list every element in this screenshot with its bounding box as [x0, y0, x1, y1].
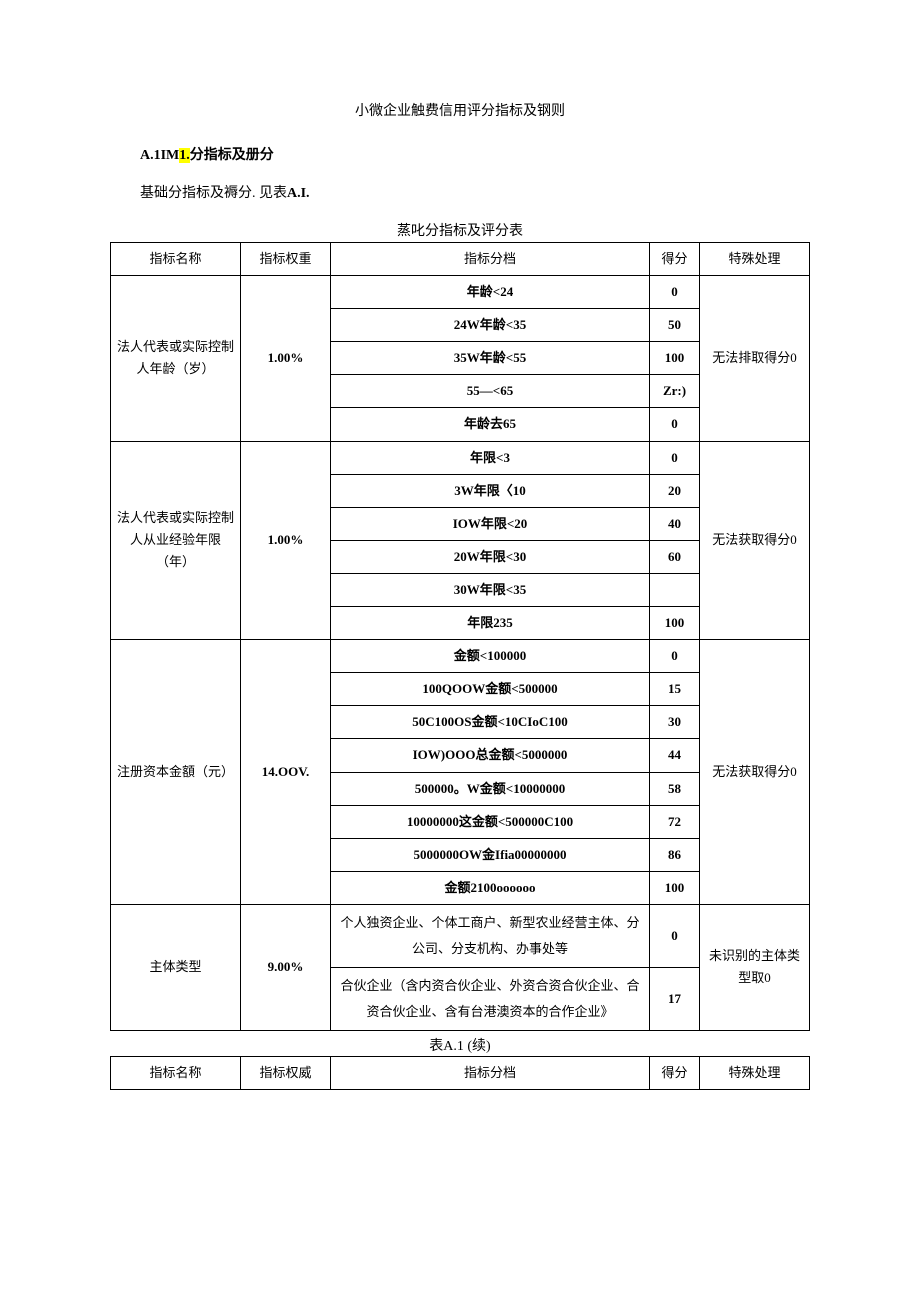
cell-score: 0 — [650, 408, 700, 441]
cell-score: 100 — [650, 342, 700, 375]
cell-tier: IOW)OOO总金额<5000000 — [331, 739, 650, 772]
cell-score: 0 — [650, 640, 700, 673]
cell-tier: 100QOOW金额<500000 — [331, 673, 650, 706]
cell-tier: 年龄<24 — [331, 276, 650, 309]
cell-tier: 10000000这金额<500000C100 — [331, 805, 650, 838]
cell-score: 0 — [650, 441, 700, 474]
cell-score: 17 — [650, 967, 700, 1030]
th-name: 指标名称 — [111, 243, 241, 276]
cell-weight: 9.00% — [241, 904, 331, 1030]
cell-tier: 5000000OW金Ifia00000000 — [331, 838, 650, 871]
cell-score: 58 — [650, 772, 700, 805]
section-label-highlight: 1. — [179, 148, 190, 163]
th-weight: 指标权威 — [241, 1056, 331, 1089]
cell-tier: 个人独资企业、个体工商户、新型农业经营主体、分公司、分支机构、办事处等 — [331, 904, 650, 967]
section-label-prefix: A.1IM — [140, 148, 179, 163]
cell-tier: 合伙企业（含内资合伙企业、外资合资合伙企业、合资合伙企业、含有台港澳资本的合作企… — [331, 967, 650, 1030]
cell-special: 无法获取得分0 — [700, 441, 810, 640]
cell-weight: 1.00% — [241, 276, 331, 441]
cell-tier: 金额<100000 — [331, 640, 650, 673]
cell-indicator-name: 注册资本金額（元） — [111, 640, 241, 905]
cell-score: 86 — [650, 838, 700, 871]
cell-score: 100 — [650, 871, 700, 904]
cell-tier: 年龄去65 — [331, 408, 650, 441]
scoring-table: 指标名称 指标权重 指标分档 得分 特殊处理 法人代表或实际控制人年龄（岁）1.… — [110, 242, 810, 1031]
th-tier: 指标分档 — [331, 1056, 650, 1089]
cell-score: 0 — [650, 904, 700, 967]
table-row: 主体类型9.00%个人独资企业、个体工商户、新型农业经营主体、分公司、分支机构、… — [111, 904, 810, 967]
cell-score — [650, 573, 700, 606]
cell-score: 100 — [650, 607, 700, 640]
cell-score: 0 — [650, 276, 700, 309]
cell-tier: 50C100OS金额<10CIoC100 — [331, 706, 650, 739]
scoring-table-cont: 指标名称 指标权威 指标分档 得分 特殊处理 — [110, 1056, 810, 1090]
section-heading: A.1IM1.分指标及册分 — [140, 144, 810, 164]
section-label-suffix: 分指标及册分 — [190, 148, 274, 163]
th-score: 得分 — [650, 243, 700, 276]
cell-indicator-name: 法人代表或实际控制人从业经验年限（年） — [111, 441, 241, 640]
cell-score: 40 — [650, 507, 700, 540]
cell-tier: 年限<3 — [331, 441, 650, 474]
para-text-b: A.I. — [287, 186, 310, 201]
cell-tier: 20W年限<30 — [331, 540, 650, 573]
cell-tier: 30W年限<35 — [331, 573, 650, 606]
cell-weight: 14.OOV. — [241, 640, 331, 905]
cell-score: 60 — [650, 540, 700, 573]
cell-special: 未识别的主体类型取0 — [700, 904, 810, 1030]
table-header-row: 指标名称 指标权重 指标分档 得分 特殊处理 — [111, 243, 810, 276]
table-row: 法人代表或实际控制人年龄（岁）1.00%年龄<240无法排取得分0 — [111, 276, 810, 309]
cell-score: 15 — [650, 673, 700, 706]
th-weight: 指标权重 — [241, 243, 331, 276]
cell-tier: 年限235 — [331, 607, 650, 640]
section-paragraph: 基础分指标及褥分. 见表A.I. — [140, 182, 810, 202]
cell-tier: 500000。W金额<10000000 — [331, 772, 650, 805]
cell-score: 44 — [650, 739, 700, 772]
cell-weight: 1.00% — [241, 441, 331, 640]
cell-score: 30 — [650, 706, 700, 739]
cell-tier: IOW年限<20 — [331, 507, 650, 540]
table-header-row: 指标名称 指标权威 指标分档 得分 特殊处理 — [111, 1056, 810, 1089]
cell-score: Zr:) — [650, 375, 700, 408]
cell-score: 20 — [650, 474, 700, 507]
cell-tier: 35W年龄<55 — [331, 342, 650, 375]
cell-special: 无法排取得分0 — [700, 276, 810, 441]
th-special: 特殊处理 — [700, 1056, 810, 1089]
para-text-a: 基础分指标及褥分. 见表 — [140, 186, 287, 201]
cell-tier: 3W年限〈10 — [331, 474, 650, 507]
doc-title: 小微企业触费信用评分指标及钢则 — [110, 100, 810, 120]
cell-score: 50 — [650, 309, 700, 342]
th-special: 特殊处理 — [700, 243, 810, 276]
th-name: 指标名称 — [111, 1056, 241, 1089]
cell-indicator-name: 法人代表或实际控制人年龄（岁） — [111, 276, 241, 441]
table-row: 法人代表或实际控制人从业经验年限（年）1.00%年限<30无法获取得分0 — [111, 441, 810, 474]
cell-tier: 24W年龄<35 — [331, 309, 650, 342]
cell-tier: 金额2100ooooοo — [331, 871, 650, 904]
table1-caption: 蒸叱分指标及评分表 — [110, 220, 810, 240]
cell-indicator-name: 主体类型 — [111, 904, 241, 1030]
table-row: 注册资本金額（元）14.OOV.金额<1000000无法获取得分0 — [111, 640, 810, 673]
th-score: 得分 — [650, 1056, 700, 1089]
continuation-caption: 表A.1 (续) — [110, 1035, 810, 1055]
th-tier: 指标分档 — [331, 243, 650, 276]
cell-special: 无法获取得分0 — [700, 640, 810, 905]
cell-tier: 55—<65 — [331, 375, 650, 408]
cell-score: 72 — [650, 805, 700, 838]
